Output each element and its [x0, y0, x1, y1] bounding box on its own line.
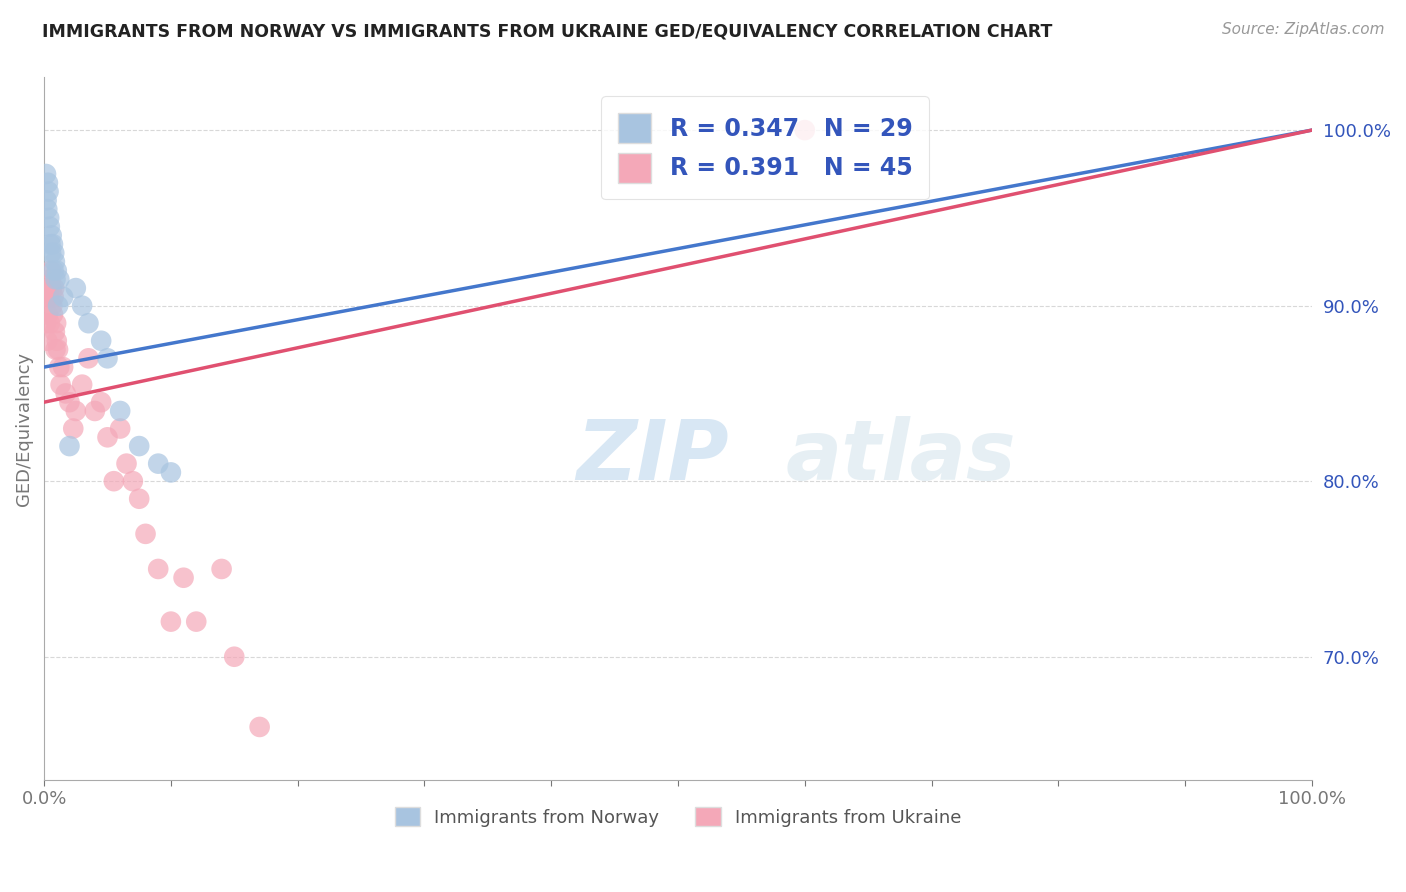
- Point: [58, 439, 80, 453]
- Point: [793, 123, 815, 137]
- Point: [58, 395, 80, 409]
- Text: atlas: atlas: [786, 416, 1017, 497]
- Point: [52, 290, 75, 304]
- Point: [37, 176, 59, 190]
- Point: [38, 316, 60, 330]
- Point: [41, 281, 63, 295]
- Point: [37, 202, 59, 216]
- Point: [108, 421, 131, 435]
- Y-axis label: GED/Equivalency: GED/Equivalency: [15, 351, 32, 506]
- Point: [70, 377, 93, 392]
- Point: [45, 316, 67, 330]
- Point: [77, 316, 100, 330]
- Point: [44, 246, 66, 260]
- Point: [35, 167, 58, 181]
- Point: [35, 194, 58, 208]
- Point: [90, 334, 112, 348]
- Point: [160, 466, 183, 480]
- Point: [62, 421, 84, 435]
- Point: [45, 263, 67, 277]
- Point: [39, 263, 62, 277]
- Point: [38, 219, 60, 234]
- Point: [38, 281, 60, 295]
- Point: [39, 237, 62, 252]
- Point: [35, 316, 58, 330]
- Point: [121, 474, 143, 488]
- Point: [90, 395, 112, 409]
- Point: [37, 334, 59, 348]
- Point: [52, 360, 75, 375]
- Point: [44, 325, 66, 339]
- Point: [160, 615, 183, 629]
- Point: [38, 290, 60, 304]
- Point: [148, 457, 170, 471]
- Point: [211, 562, 233, 576]
- Point: [83, 404, 105, 418]
- Point: [55, 386, 77, 401]
- Point: [186, 615, 208, 629]
- Point: [45, 334, 67, 348]
- Point: [48, 360, 70, 375]
- Legend: Immigrants from Norway, Immigrants from Ukraine: Immigrants from Norway, Immigrants from …: [387, 800, 969, 834]
- Point: [70, 299, 93, 313]
- Point: [249, 720, 271, 734]
- Point: [108, 404, 131, 418]
- Point: [148, 562, 170, 576]
- Point: [44, 254, 66, 268]
- Point: [224, 649, 246, 664]
- Point: [173, 571, 195, 585]
- Text: ZIP: ZIP: [576, 416, 730, 497]
- Point: [46, 299, 69, 313]
- Point: [37, 307, 59, 321]
- Text: Source: ZipAtlas.com: Source: ZipAtlas.com: [1222, 22, 1385, 37]
- Point: [44, 281, 66, 295]
- Point: [96, 351, 118, 366]
- Point: [48, 272, 70, 286]
- Point: [39, 272, 62, 286]
- Point: [103, 474, 125, 488]
- Point: [38, 211, 60, 225]
- Point: [42, 263, 65, 277]
- Point: [42, 237, 65, 252]
- Point: [44, 272, 66, 286]
- Point: [65, 404, 87, 418]
- Point: [96, 430, 118, 444]
- Point: [115, 457, 138, 471]
- Point: [42, 307, 65, 321]
- Point: [41, 299, 63, 313]
- Point: [35, 290, 58, 304]
- Point: [46, 343, 69, 357]
- Point: [128, 491, 150, 506]
- Text: IMMIGRANTS FROM NORWAY VS IMMIGRANTS FROM UKRAINE GED/EQUIVALENCY CORRELATION CH: IMMIGRANTS FROM NORWAY VS IMMIGRANTS FRO…: [42, 22, 1053, 40]
- Point: [41, 228, 63, 243]
- Point: [39, 246, 62, 260]
- Point: [128, 439, 150, 453]
- Point: [135, 526, 157, 541]
- Point: [38, 185, 60, 199]
- Point: [49, 377, 72, 392]
- Point: [44, 343, 66, 357]
- Point: [65, 281, 87, 295]
- Point: [42, 290, 65, 304]
- Point: [77, 351, 100, 366]
